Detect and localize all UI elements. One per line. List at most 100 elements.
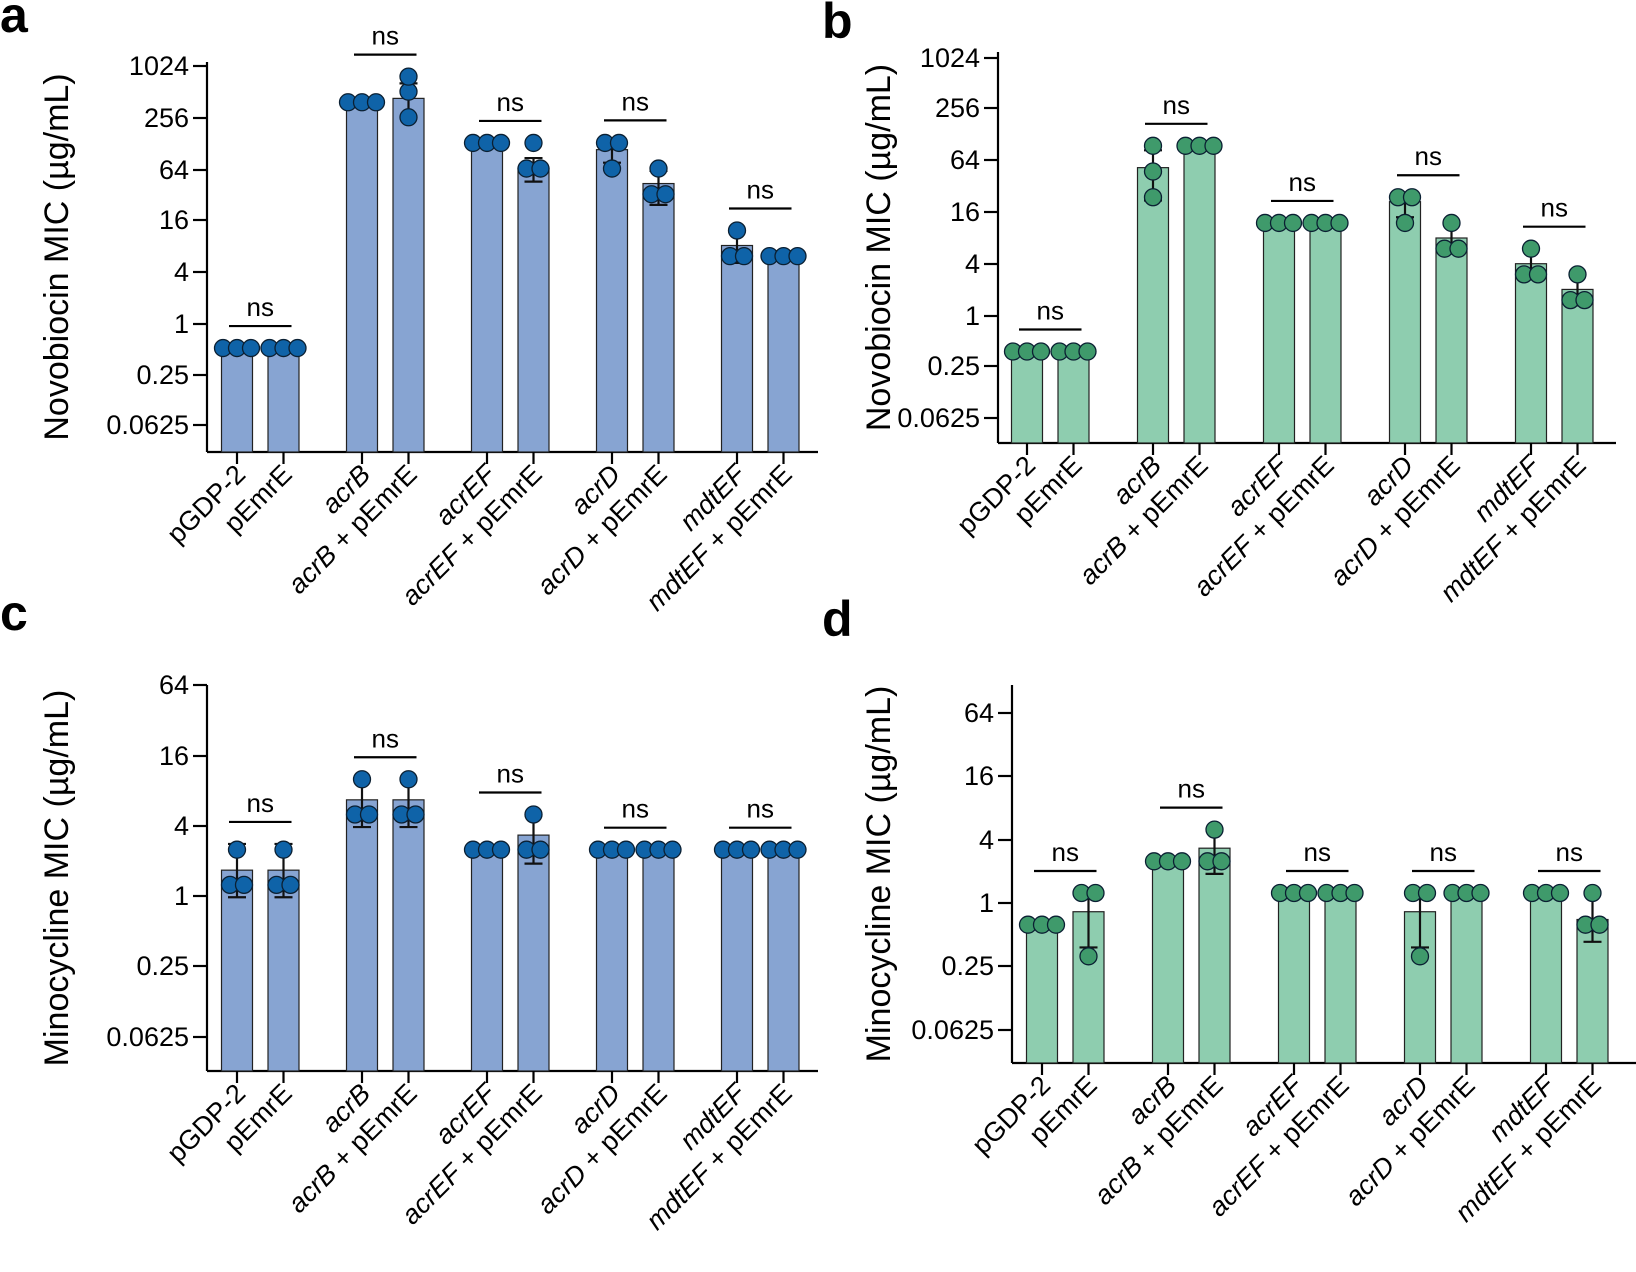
- y-tick-label: 1024: [129, 51, 189, 81]
- y-tick-label: 1024: [920, 43, 980, 73]
- bar: [1183, 145, 1216, 444]
- significance-label: ns: [747, 174, 774, 204]
- data-point: [1583, 883, 1602, 903]
- significance-label: ns: [622, 86, 649, 116]
- y-tick-label: 1: [979, 888, 994, 918]
- data-point: [1172, 852, 1192, 871]
- significance-label: ns: [1178, 774, 1205, 804]
- data-point: [1078, 342, 1097, 361]
- data-point: [1442, 213, 1461, 233]
- bar: [517, 834, 550, 1072]
- bar: [642, 849, 675, 1072]
- panel-letter: c: [0, 585, 28, 641]
- significance-label: ns: [1163, 90, 1190, 120]
- y-tick-label: 0.0625: [106, 1022, 189, 1052]
- data-point: [234, 875, 254, 895]
- bar: [642, 182, 675, 453]
- data-point: [1402, 188, 1422, 207]
- y-tick-label: 0.0625: [106, 410, 189, 440]
- significance-label: ns: [1037, 296, 1064, 326]
- panel-c: c 0.0625 0.25 1 4 16 64 Minocycline MIC (µg/mL)…: [0, 585, 818, 1236]
- data-point: [531, 840, 550, 859]
- y-tick-label: 0.0625: [897, 403, 980, 433]
- data-point: [274, 840, 293, 859]
- data-point: [1212, 852, 1231, 871]
- bar: [1025, 924, 1059, 1064]
- data-point: [1298, 883, 1318, 903]
- bar: [1151, 860, 1185, 1064]
- significance-label: ns: [1304, 837, 1331, 867]
- data-point: [1205, 820, 1224, 839]
- data-point: [366, 93, 386, 112]
- bar: [345, 799, 379, 1072]
- data-point: [491, 133, 511, 153]
- data-point: [399, 770, 418, 789]
- data-point: [1395, 213, 1415, 233]
- bar: [220, 869, 254, 1072]
- significance-label: ns: [372, 723, 399, 753]
- bar: [470, 849, 504, 1072]
- data-point: [616, 840, 636, 859]
- significance-label: ns: [622, 794, 649, 824]
- bar: [1136, 167, 1170, 444]
- y-tick-label: 4: [979, 825, 994, 855]
- data-point: [1204, 136, 1223, 155]
- data-point: [1575, 290, 1594, 310]
- significance-label: ns: [1430, 837, 1457, 867]
- data-point: [649, 159, 668, 178]
- data-point: [399, 67, 418, 86]
- data-point: [281, 875, 300, 895]
- data-point: [788, 840, 807, 859]
- y-tick-label: 256: [935, 93, 980, 123]
- data-point: [1086, 883, 1105, 903]
- bar: [1388, 201, 1422, 444]
- data-point: [241, 338, 261, 358]
- bar: [767, 255, 800, 453]
- bar: [1576, 918, 1609, 1064]
- significance-label: ns: [1556, 837, 1583, 867]
- y-tick-label: 4: [965, 249, 980, 279]
- significance-label: ns: [247, 788, 274, 818]
- data-point: [352, 770, 372, 789]
- y-tick-label: 16: [159, 205, 189, 235]
- data-point: [1550, 883, 1570, 903]
- y-tick-label: 0.25: [941, 951, 994, 981]
- data-point: [491, 840, 511, 859]
- y-tick-label: 256: [144, 103, 189, 133]
- data-point: [1031, 342, 1051, 361]
- data-point: [531, 159, 550, 178]
- data-point: [1330, 213, 1349, 233]
- bar: [1324, 892, 1357, 1064]
- data-point: [1417, 883, 1437, 903]
- y-tick-label: 0.25: [136, 951, 189, 981]
- data-point: [734, 246, 754, 266]
- data-point: [741, 840, 761, 859]
- panel-d: d 0.0625 0.25 1 4 16 64 Minocycline MIC (µg/mL)…: [822, 591, 1636, 1228]
- bar: [767, 849, 800, 1072]
- data-point: [227, 840, 247, 859]
- y-tick-label: 64: [964, 698, 994, 728]
- data-point: [656, 185, 675, 204]
- bar: [392, 97, 425, 453]
- bar: [517, 167, 550, 453]
- significance-label: ns: [1289, 167, 1316, 197]
- significance-label: ns: [1052, 837, 1079, 867]
- data-point: [1143, 136, 1163, 155]
- data-point: [524, 133, 543, 153]
- bar: [470, 142, 504, 453]
- bar: [392, 799, 425, 1072]
- y-tick-label: 16: [950, 197, 980, 227]
- bar: [1198, 847, 1231, 1064]
- data-point: [1046, 915, 1066, 934]
- data-point: [1528, 265, 1548, 284]
- bar: [1435, 237, 1468, 444]
- y-tick-label: 16: [159, 741, 189, 771]
- data-point: [1345, 883, 1364, 903]
- y-axis-label: Novobiocin MIC (µg/mL): [860, 64, 898, 431]
- bar: [1561, 288, 1594, 444]
- bar: [267, 869, 300, 1072]
- bar: [1010, 350, 1044, 444]
- data-point: [1143, 162, 1163, 181]
- y-axis-label: Novobiocin MIC (µg/mL): [38, 73, 76, 440]
